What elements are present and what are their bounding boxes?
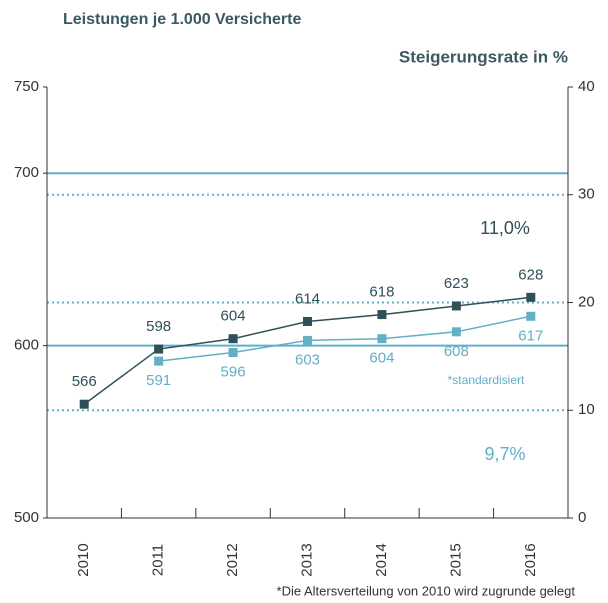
data-label: 628: [518, 266, 543, 283]
data-label: 614: [295, 290, 320, 307]
y-tick-label: 500: [14, 509, 39, 526]
x-tick-label: 2012: [224, 543, 241, 576]
marker: [377, 334, 387, 344]
marker: [451, 301, 461, 311]
x-tick-label: 2011: [150, 544, 167, 576]
annotation: 11,0%: [480, 218, 530, 238]
marker: [377, 310, 387, 320]
data-label: 591: [146, 372, 171, 389]
marker: [154, 356, 164, 366]
y2-tick-label: 40: [578, 78, 595, 95]
data-label: 618: [369, 284, 394, 301]
footnote: *Die Altersverteilung von 2010 wird zugr…: [277, 583, 576, 598]
marker: [526, 292, 536, 302]
marker: [303, 316, 312, 326]
y-tick-label: 750: [14, 78, 39, 95]
y2-tick-label: 20: [578, 293, 595, 310]
y-tick-label: 600: [14, 337, 39, 354]
data-label: 623: [444, 275, 469, 292]
x-tick-label: 2016: [522, 543, 539, 576]
data-label: 604: [369, 350, 394, 367]
y2-tick-label: 0: [578, 509, 586, 526]
y2-tick-label: 10: [578, 401, 595, 418]
marker: [228, 334, 238, 344]
x-tick-label: 2013: [298, 543, 315, 576]
annotation: 9,7%: [484, 444, 525, 464]
data-label: 598: [146, 318, 171, 335]
marker: [154, 344, 164, 354]
marker: [228, 347, 238, 357]
data-label: 596: [221, 363, 246, 380]
data-label: 617: [518, 327, 543, 344]
data-label: 566: [72, 373, 97, 390]
data-label: 603: [295, 351, 320, 368]
y-tick-label: 700: [14, 164, 39, 181]
x-tick-label: 2014: [373, 543, 390, 576]
data-label: 604: [221, 308, 246, 325]
y2-tick-label: 30: [578, 186, 595, 203]
marker: [451, 327, 461, 337]
y2-axis-title: Steigerungsrate in %: [399, 47, 568, 66]
marker: [79, 399, 89, 409]
marker: [303, 335, 312, 345]
legend-label: *standardisiert: [448, 373, 525, 387]
series-line: [158, 315, 531, 362]
data-label: 608: [444, 343, 469, 360]
x-tick-label: 2015: [447, 543, 464, 576]
chart-title: Leistungen je 1.000 Versicherte: [63, 11, 301, 28]
marker: [526, 311, 536, 321]
x-tick-label: 2010: [75, 543, 92, 576]
